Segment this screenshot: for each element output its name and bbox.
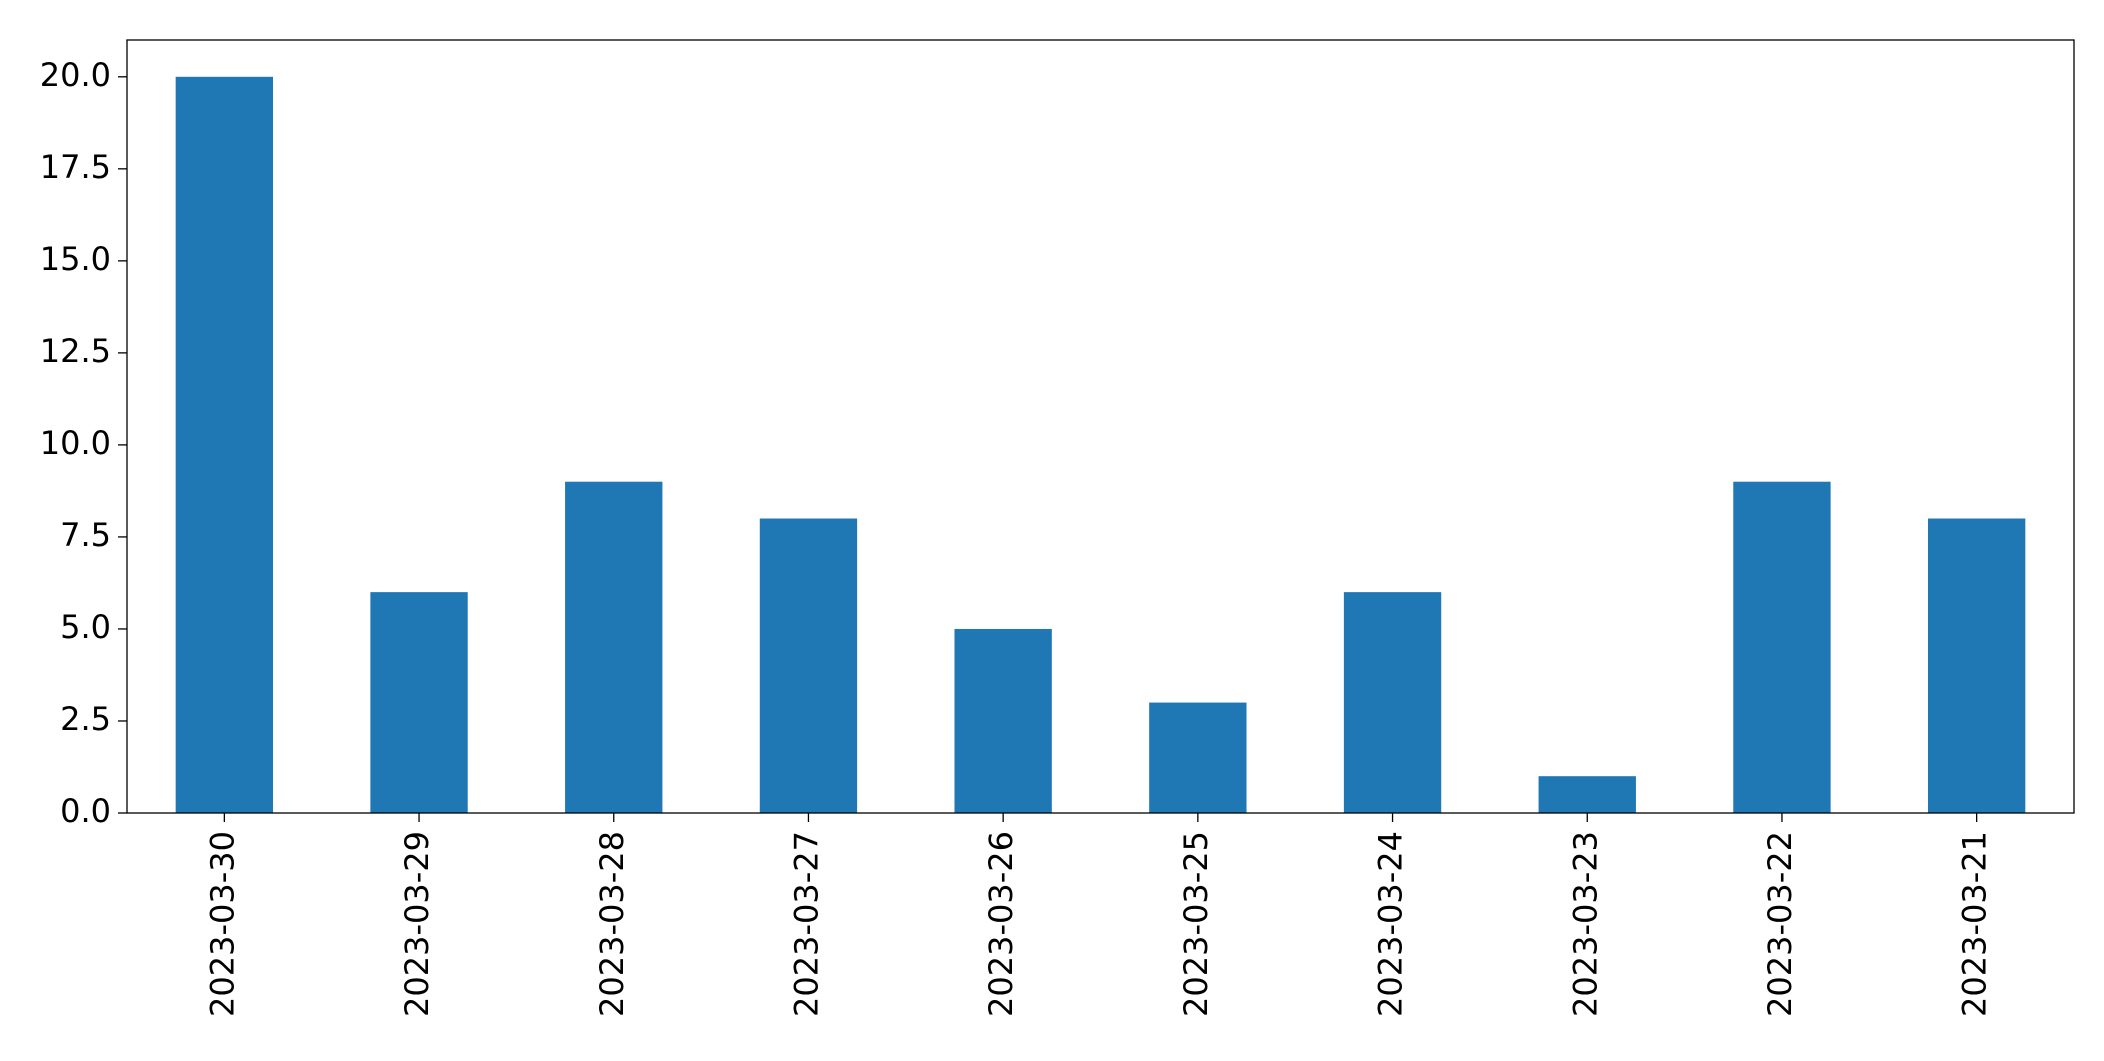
bar: [1927, 518, 2026, 813]
bar: [370, 592, 468, 813]
bar: [954, 628, 1052, 813]
axes-frame: [126, 39, 2075, 814]
bar: [759, 518, 858, 813]
x-tick-label: 2023-03-30: [203, 831, 241, 1017]
x-tick-label: 2023-03-21: [1956, 831, 1994, 1017]
x-tick-label: 2023-03-29: [398, 831, 436, 1017]
x-tick-label: 2023-03-23: [1566, 831, 1604, 1017]
x-tick-label: 2023-03-27: [787, 831, 825, 1017]
bar: [175, 76, 274, 814]
x-tick-label: 2023-03-26: [982, 831, 1020, 1017]
y-tick-label: 5.0: [60, 608, 111, 646]
y-tick-label: 15.0: [40, 240, 111, 278]
bar: [565, 481, 663, 813]
y-tick-label: 20.0: [40, 56, 111, 94]
y-tick-label: 2.5: [60, 700, 111, 738]
x-tick-label: 2023-03-28: [593, 831, 631, 1017]
bar: [1343, 592, 1442, 813]
y-tick-label: 12.5: [40, 332, 111, 370]
bar: [1538, 776, 1636, 813]
x-tick-label: 2023-03-25: [1177, 831, 1215, 1017]
y-tick-label: 17.5: [40, 148, 111, 186]
bar: [1733, 481, 1831, 813]
y-tick-label: 7.5: [60, 516, 111, 554]
y-tick-label: 10.0: [40, 424, 111, 462]
x-tick-label: 2023-03-24: [1372, 831, 1410, 1017]
bar: [1149, 702, 1247, 813]
x-tick-label: 2023-03-22: [1761, 831, 1799, 1017]
y-tick-label: 0.0: [60, 792, 111, 830]
